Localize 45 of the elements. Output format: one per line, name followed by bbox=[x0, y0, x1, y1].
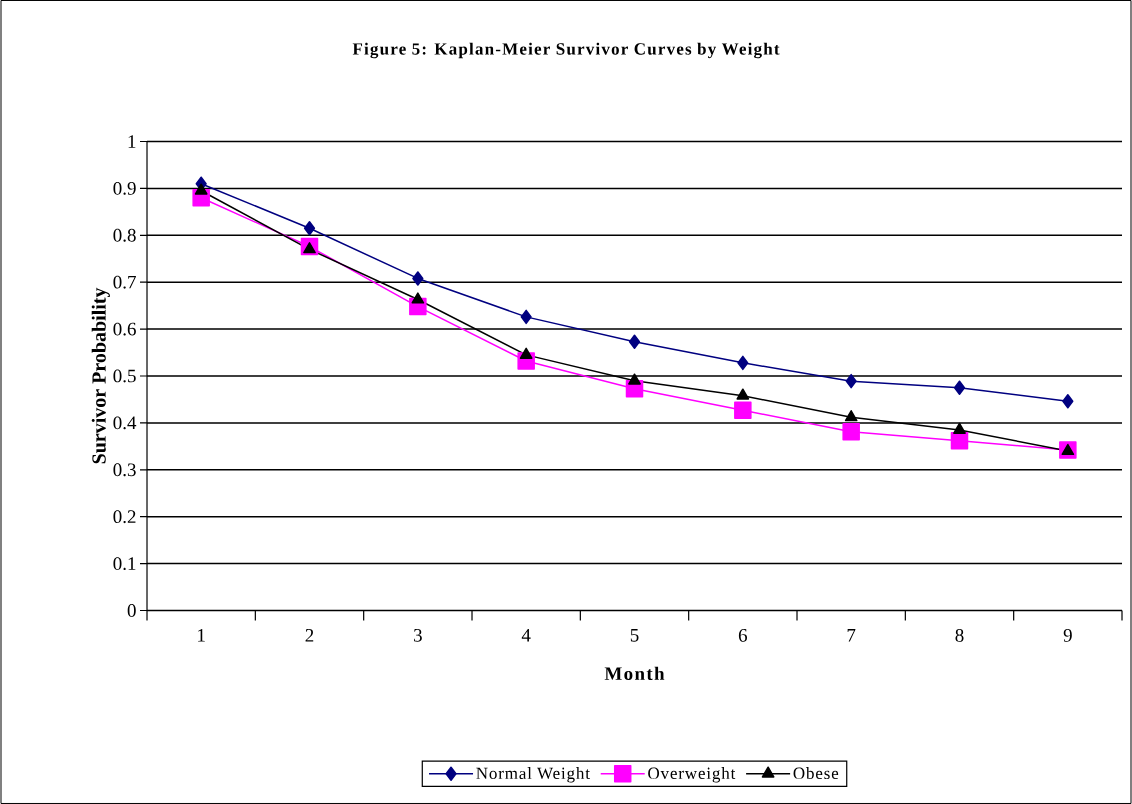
y-tick-label: 0.6 bbox=[113, 322, 136, 336]
point bbox=[520, 309, 532, 324]
x-tick-label: 1 bbox=[198, 628, 205, 642]
point bbox=[194, 183, 208, 195]
y-tick-label: 0.1 bbox=[113, 556, 136, 570]
point bbox=[737, 355, 749, 370]
y-tick-label: 0.4 bbox=[113, 416, 137, 430]
y-tick-label: 0.8 bbox=[113, 228, 136, 242]
point bbox=[303, 241, 316, 254]
point bbox=[628, 373, 641, 385]
x-tick-label: 2 bbox=[305, 628, 314, 642]
point bbox=[1062, 393, 1074, 409]
x-tick-label: 9 bbox=[1063, 628, 1072, 642]
y-tick-label: 0.9 bbox=[113, 181, 136, 195]
point bbox=[736, 388, 750, 400]
x-tick-label: 8 bbox=[955, 628, 964, 642]
x-tick-label: 6 bbox=[738, 628, 748, 642]
point bbox=[953, 422, 966, 434]
point bbox=[1061, 443, 1075, 455]
y-tick-label: 0.3 bbox=[113, 463, 136, 476]
legend-label: Normal Weight bbox=[476, 766, 590, 783]
y-tick-label: 1 bbox=[128, 134, 136, 148]
point bbox=[844, 409, 858, 422]
x-tick-label: 5 bbox=[630, 628, 639, 642]
x-axis-title: Month bbox=[604, 666, 665, 680]
x-tick-label: 7 bbox=[847, 628, 856, 642]
point bbox=[845, 373, 857, 389]
x-tick-label: 4 bbox=[521, 628, 531, 642]
y-tick-label: 0 bbox=[127, 603, 136, 617]
point bbox=[734, 401, 752, 419]
y-tick-label: 0.2 bbox=[113, 509, 136, 523]
point bbox=[303, 220, 316, 236]
chart-title: Figure 5: Kaplan-Meier Survivor Curves by Weight bbox=[352, 42, 780, 59]
point bbox=[953, 380, 966, 395]
point bbox=[628, 334, 641, 349]
y-tick-label: 0.5 bbox=[113, 369, 136, 383]
legend-label: Overweight bbox=[648, 766, 736, 783]
legend-label: Obese bbox=[793, 766, 839, 779]
point bbox=[412, 270, 424, 286]
point bbox=[519, 347, 533, 359]
x-tick-label: 3 bbox=[414, 628, 422, 642]
point bbox=[411, 292, 425, 304]
y-tick-label: 0.7 bbox=[113, 275, 136, 289]
y-axis-title: Survivor Probability bbox=[91, 287, 110, 464]
point bbox=[842, 422, 860, 441]
